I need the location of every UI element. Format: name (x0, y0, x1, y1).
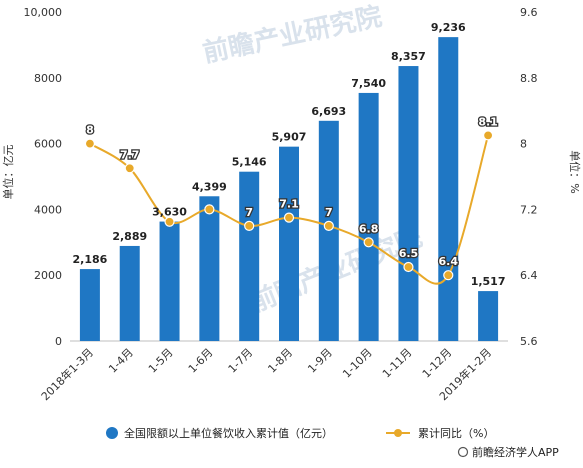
y-left-tick-label: 10,000 (24, 6, 63, 19)
source-logo-icon (457, 446, 469, 458)
series-line (89, 135, 490, 285)
y-left-tick-label: 6000 (34, 138, 62, 151)
y-left-tick-label: 4000 (34, 203, 62, 216)
bar (279, 146, 299, 341)
x-tick-label: 1-6月 (186, 346, 216, 376)
legend: 全国限额以上单位餐饮收入累计值（亿元） 累计同比（%） 前瞻经济学人APP (106, 426, 559, 459)
bar (119, 245, 140, 341)
legend-line-marker (394, 429, 402, 437)
y-right-tick-label: 8 (520, 138, 527, 151)
watermark-text: 前瞻产业研究院 (200, 1, 384, 69)
legend-bar-swatch (106, 427, 118, 439)
line-value-label: 7 (325, 206, 333, 219)
bar-value-label: 5,907 (272, 131, 307, 144)
bar-value-label: 2,889 (112, 230, 147, 243)
line-value-label: 6.5 (399, 247, 419, 260)
bar-value-label: 3,630 (152, 206, 187, 219)
bar-value-label: 1,517 (471, 275, 506, 288)
y-left-tick-label: 2000 (34, 269, 62, 282)
line-point (363, 237, 374, 248)
y-left-tick-label: 0 (55, 335, 62, 348)
bar-value-label: 6,693 (311, 105, 346, 118)
line-value-label: 8.1 (478, 115, 498, 128)
x-tick-label: 1-9月 (305, 346, 335, 376)
line-point (283, 212, 295, 223)
y-right-tick-label: 7.2 (520, 203, 538, 216)
line-value-label: 6.8 (359, 222, 379, 235)
legend-bar-label: 全国限额以上单位餐饮收入累计值（亿元） (124, 426, 333, 440)
x-tick-label: 1-5月 (146, 346, 176, 376)
line-value-label: 7.7 (120, 148, 140, 161)
x-tick-label: 1-12月 (420, 346, 455, 381)
y-right-tick-label: 5.6 (520, 335, 538, 348)
y-left-tick-label: 8000 (34, 72, 62, 85)
x-tick-label: 1-4月 (106, 346, 136, 376)
x-tick-label: 1-10月 (340, 346, 375, 381)
bar-value-label: 8,357 (391, 50, 426, 63)
line-point (482, 130, 494, 141)
line-point (204, 204, 215, 215)
x-tick-label: 1-8月 (265, 346, 295, 376)
line-point (124, 163, 135, 174)
bar-value-label: 9,236 (431, 21, 466, 34)
line-value-label: 7 (245, 206, 253, 219)
line-value-label: 6.4 (439, 255, 459, 268)
bar-value-label: 4,399 (192, 180, 227, 193)
line-point (164, 216, 175, 227)
bar (398, 66, 419, 342)
bar (79, 269, 100, 341)
y-left-axis-title: 单位：亿元 (1, 145, 15, 200)
bar (239, 171, 260, 341)
bar-value-label: 7,540 (351, 77, 386, 90)
y-right-tick-label: 8.8 (520, 72, 538, 85)
bar (438, 37, 459, 342)
bar (358, 92, 379, 342)
source-label: 前瞻经济学人APP (472, 445, 559, 459)
x-tick-label: 1-7月 (226, 346, 256, 376)
bar (159, 221, 180, 341)
x-tick-label: 1-11月 (380, 346, 415, 381)
line-point (84, 138, 96, 149)
line-point (403, 261, 414, 273)
line-point (244, 220, 255, 231)
labels-layer: 2,186 2,889 3,630 4,399 5,146 5,907 6,693 7,540… (73, 21, 506, 288)
bar (199, 196, 220, 341)
line-layer (84, 130, 494, 285)
bar-value-label: 2,186 (73, 253, 108, 266)
line-point (323, 220, 334, 231)
line-value-label: 7.1 (279, 198, 299, 211)
y-right-axis-title: 单位：% (568, 150, 582, 193)
x-tick-label: 2018年1-3月 (38, 345, 96, 403)
y-right-tick-label: 9.6 (520, 6, 538, 19)
bar (478, 291, 499, 341)
legend-line-label: 累计同比（%） (418, 427, 494, 440)
bars-layer (79, 37, 499, 342)
bar-value-label: 5,146 (232, 156, 267, 169)
line-value-label: 8 (86, 124, 94, 137)
y-right-tick-label: 6.4 (520, 269, 538, 282)
line-point (443, 270, 454, 281)
